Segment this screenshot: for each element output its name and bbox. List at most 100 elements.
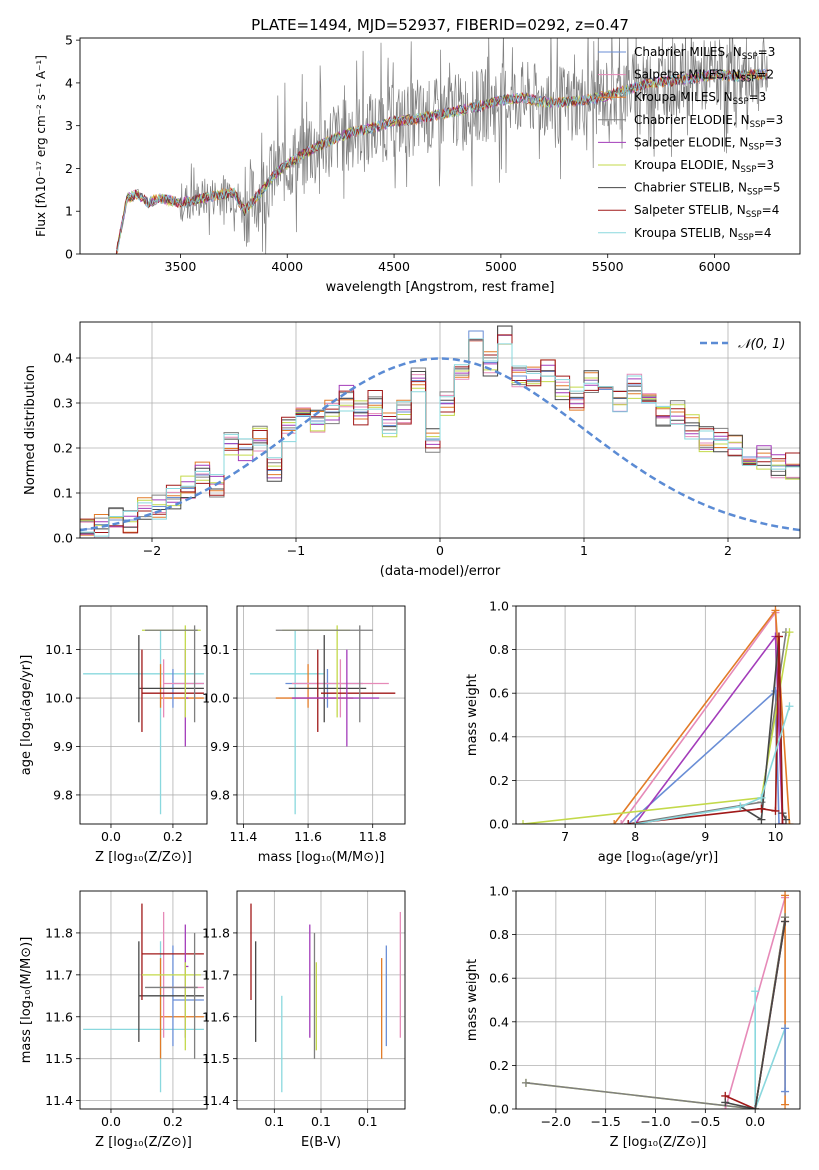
x-axis-label: Z [log₁₀(Z/Z⊙)] [610,1135,707,1150]
x-tick-label: −1.5 [591,1114,621,1129]
y-tick-label: 0 [65,247,73,262]
x-tick-label: 1 [580,543,588,558]
x-tick-label: 11.6 [294,829,322,844]
y-tick-label: 11.7 [45,967,73,982]
y-axis-label: Flux [fλ10⁻¹⁷ erg cm⁻² s⁻¹ A⁻¹] [34,55,48,237]
mass-weight-vs-metallicity-panel: −2.0 −1.5 −1.0 −0.5 0.0 0.0 0.2 0.4 0.6 0.8 1.0 Z [… [465,884,801,1150]
x-tick-label: 10 [768,829,784,844]
y-tick-label: 10.1 [45,642,73,657]
y-tick-label: 0.1 [53,486,73,501]
x-tick-label: −1 [287,543,305,558]
mass-weight-marker [631,820,640,824]
x-tick-label: 3500 [165,259,197,274]
y-tick-label: 11.6 [202,1009,230,1024]
mass-weight-marker [781,891,790,900]
y-tick-label: 11.4 [202,1093,230,1108]
y-tick-label: 0.0 [489,1102,509,1117]
y-tick-label: 0.4 [489,1014,509,1029]
x-tick-label: 4000 [271,259,303,274]
y-tick-label: 9.9 [53,739,73,754]
y-tick-label: 5 [65,33,73,48]
mass-weight-marker [521,1078,530,1087]
mass-weight-marker [781,1087,790,1096]
mass-weight-marker [785,820,794,824]
mass-weight-line [725,921,786,1109]
histogram-step-kroupa-miles [80,340,800,536]
y-tick-label: 0.2 [53,441,73,456]
y-axis-label: mass weight [465,674,480,756]
mass-weight-marker [781,815,790,824]
y-tick-label: 11.6 [45,1009,73,1024]
axes-frame [79,605,208,825]
y-axis-label: mass weight [465,959,480,1041]
y-tick-label: 1 [65,204,73,219]
y-tick-label: 0.0 [489,817,509,832]
mass-weight-marker [617,820,626,824]
y-tick-label: 11.7 [202,967,230,982]
y-tick-label: 11.8 [202,925,230,940]
legend-label: Kroupa STELIB, NSSP=4 [634,226,772,243]
legend-label: Kroupa ELODIE, NSSP=3 [634,158,774,175]
axes-frame [79,321,801,539]
mass-weight-marker [751,1105,760,1109]
legend-label: Chabrier STELIB, NSSP=5 [634,181,781,198]
legend-label: Kroupa MILES, NSSP=3 [634,90,766,107]
mass-weight-marker [771,806,780,815]
mass-weight-marker [785,702,794,711]
x-tick-label: 5000 [485,259,517,274]
legend-label: Chabrier MILES, NSSP=3 [634,45,775,62]
plot-area [115,38,768,254]
mass-weight-marker [757,815,766,824]
x-tick-label: 11.8 [359,829,387,844]
x-tick-label: 0.1 [358,1114,378,1129]
mass-weight-line [620,610,784,824]
plot-area [80,325,800,538]
plot-area [83,903,204,1093]
histogram-step-chabrier-stelib [80,325,800,534]
histogram-step-salpeter-elodie [80,334,800,535]
y-tick-label: 0.8 [489,642,509,657]
mass-weight-marker [781,1100,790,1109]
y-tick-label: 0.8 [489,927,509,942]
x-axis-label: age [log₁₀(age/yr)] [598,850,719,865]
y-tick-label: 10.1 [202,642,230,657]
mass-weight-marker [736,802,745,811]
y-tick-label: 11.8 [45,925,73,940]
x-axis-label: E(B-V) [301,1135,341,1150]
y-tick-label: 0.2 [489,773,509,788]
y-tick-label: 1.0 [489,884,509,899]
axes-frame [79,37,801,255]
plot-area [521,891,790,1109]
x-tick-label: 0 [436,543,444,558]
axes-frame [515,605,801,825]
x-tick-label: 6000 [699,259,731,274]
mass-weight-marker [624,820,633,824]
y-tick-label: 9.8 [53,787,73,802]
x-tick-label: 0.1 [311,1114,331,1129]
y-tick-label: 0.0 [53,531,73,546]
x-tick-label: −2.0 [541,1114,571,1129]
residual-histogram-panel: −2 −1 0 1 2 0.0 0.1 0.2 0.3 0.4 (data-model)/error… [23,321,801,579]
y-tick-label: 0.6 [489,686,509,701]
y-tick-label: 4 [65,75,73,90]
y-axis-label: mass [log₁₀(M/M⊙)] [19,937,34,1064]
x-axis-label: wavelength [Angstrom, rest frame] [326,280,555,295]
x-axis-label: mass [log₁₀(M/M⊙)] [258,850,385,865]
legend-label: Chabrier ELODIE, NSSP=3 [634,113,783,130]
mass-weight-line [635,706,791,824]
mass-weight-marker [610,820,619,824]
histogram-step-chabrier-miles [80,330,800,530]
x-tick-label: 0.2 [163,829,183,844]
x-axis-label: Z [log₁₀(Z/Z⊙)] [95,850,192,865]
x-axis-label: (data-model)/error [380,564,501,579]
x-axis-label: Z [log₁₀(Z/Z⊙)] [95,1135,192,1150]
y-tick-label: 10.0 [202,691,230,706]
legend-label: Salpeter ELODIE, NSSP=3 [634,135,782,152]
axes-frame [515,890,801,1110]
histogram-step-kroupa-stelib [80,338,800,537]
x-tick-label: 8 [631,829,639,844]
mass-weight-marker [774,820,783,824]
y-tick-label: 3 [65,118,73,133]
x-tick-label: −2 [143,543,161,558]
x-tick-label: 4500 [378,259,410,274]
